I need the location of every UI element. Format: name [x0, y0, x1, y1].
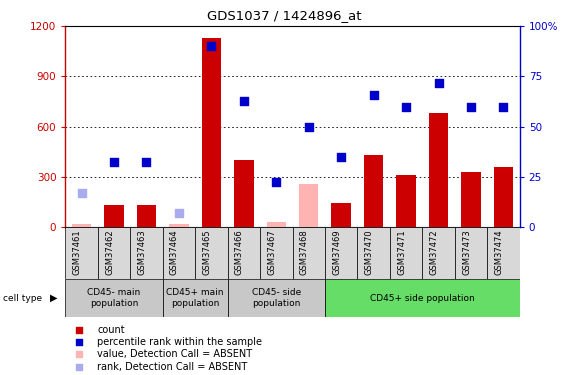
Text: CD45+ side population: CD45+ side population: [370, 294, 475, 303]
Bar: [260, 26, 293, 227]
Bar: [98, 227, 130, 279]
Bar: [266, 222, 286, 227]
Bar: [494, 166, 513, 227]
Bar: [137, 205, 156, 227]
Text: GSM37466: GSM37466: [235, 230, 244, 275]
Bar: [332, 204, 351, 227]
Text: cell type: cell type: [3, 294, 42, 303]
Bar: [130, 26, 162, 227]
Bar: [299, 184, 319, 227]
Point: [207, 44, 216, 50]
Bar: [65, 26, 98, 227]
Point: [74, 364, 83, 370]
Bar: [461, 172, 481, 227]
Bar: [105, 205, 124, 227]
Text: CD45+ main
population: CD45+ main population: [166, 288, 224, 308]
Point: [110, 159, 119, 165]
Text: count: count: [97, 326, 125, 335]
Point: [272, 179, 281, 185]
Point: [402, 104, 411, 110]
Text: GSM37467: GSM37467: [268, 230, 276, 275]
Bar: [65, 227, 98, 279]
Bar: [487, 227, 520, 279]
Text: GSM37463: GSM37463: [137, 230, 147, 275]
Bar: [65, 279, 162, 317]
Point: [304, 124, 314, 130]
Bar: [325, 26, 357, 227]
Text: GSM37471: GSM37471: [397, 230, 406, 275]
Bar: [429, 113, 448, 227]
Point: [369, 92, 378, 98]
Point: [337, 154, 346, 160]
Bar: [195, 26, 228, 227]
Bar: [325, 279, 520, 317]
Bar: [195, 227, 228, 279]
Bar: [228, 279, 325, 317]
Point: [434, 80, 443, 86]
Bar: [423, 227, 455, 279]
Bar: [455, 227, 487, 279]
Bar: [72, 224, 91, 227]
Bar: [325, 227, 357, 279]
Text: GSM37468: GSM37468: [300, 230, 309, 275]
Bar: [169, 224, 189, 227]
Text: GSM37461: GSM37461: [73, 230, 82, 275]
Bar: [357, 227, 390, 279]
Bar: [98, 26, 130, 227]
Bar: [293, 227, 325, 279]
Point: [74, 351, 83, 357]
Bar: [234, 160, 253, 227]
Bar: [260, 227, 293, 279]
Bar: [293, 26, 325, 227]
Text: CD45- side
population: CD45- side population: [252, 288, 301, 308]
Text: GSM37474: GSM37474: [495, 230, 503, 275]
Point: [174, 210, 183, 216]
Bar: [357, 26, 390, 227]
Bar: [364, 155, 383, 227]
Text: GSM37473: GSM37473: [462, 230, 471, 275]
Text: percentile rank within the sample: percentile rank within the sample: [97, 338, 262, 347]
Text: GSM37464: GSM37464: [170, 230, 179, 275]
Bar: [162, 279, 228, 317]
Point: [499, 104, 508, 110]
Text: GSM37472: GSM37472: [429, 230, 438, 275]
Text: GSM37465: GSM37465: [202, 230, 211, 275]
Point: [142, 159, 151, 165]
Bar: [228, 227, 260, 279]
Bar: [487, 26, 520, 227]
Bar: [130, 227, 162, 279]
Text: GSM37470: GSM37470: [365, 230, 374, 275]
Bar: [162, 227, 195, 279]
Bar: [396, 175, 416, 227]
Bar: [390, 227, 423, 279]
Bar: [390, 26, 423, 227]
Bar: [162, 26, 195, 227]
Bar: [228, 26, 260, 227]
Text: GSM37469: GSM37469: [332, 230, 341, 275]
Point: [74, 339, 83, 345]
Point: [74, 327, 83, 333]
Text: value, Detection Call = ABSENT: value, Detection Call = ABSENT: [97, 350, 252, 359]
Text: CD45- main
population: CD45- main population: [87, 288, 141, 308]
Bar: [455, 26, 487, 227]
Point: [239, 99, 248, 105]
Text: GSM37462: GSM37462: [105, 230, 114, 275]
Bar: [423, 26, 455, 227]
Bar: [202, 38, 221, 227]
Text: GDS1037 / 1424896_at: GDS1037 / 1424896_at: [207, 9, 361, 22]
Text: rank, Detection Call = ABSENT: rank, Detection Call = ABSENT: [97, 362, 248, 372]
Text: ▶: ▶: [50, 293, 58, 303]
Point: [77, 190, 86, 196]
Point: [466, 104, 475, 110]
